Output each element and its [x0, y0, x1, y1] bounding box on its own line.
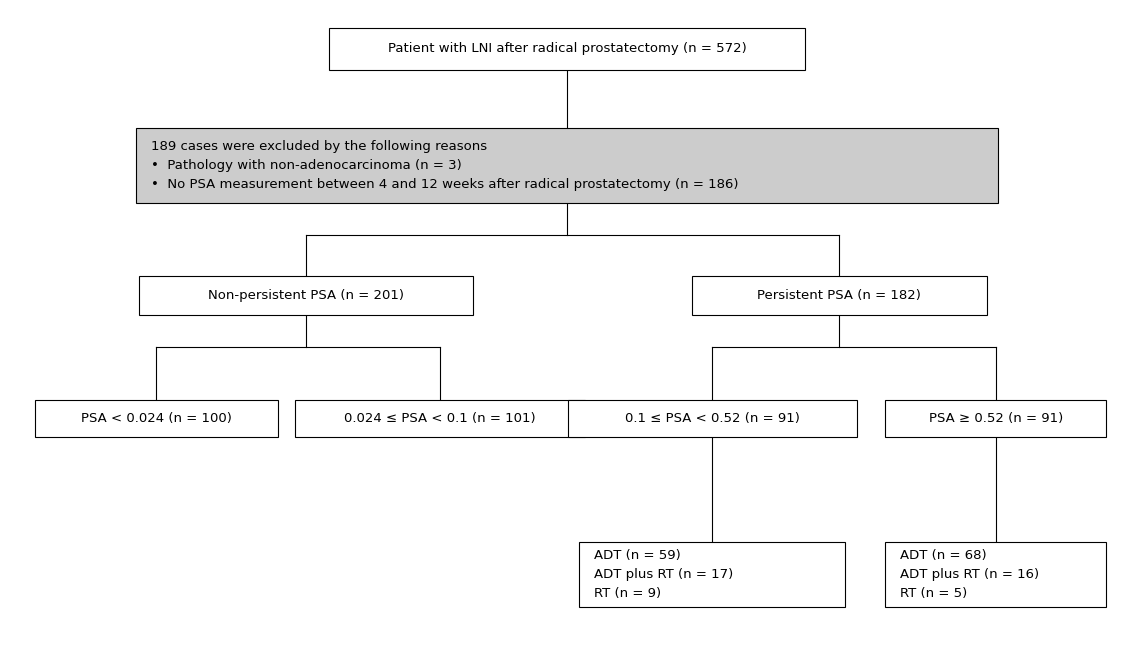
Text: 0.1 ≤ PSA < 0.52 (n = 91): 0.1 ≤ PSA < 0.52 (n = 91) — [625, 412, 799, 425]
FancyBboxPatch shape — [578, 542, 845, 607]
Text: PSA < 0.024 (n = 100): PSA < 0.024 (n = 100) — [81, 412, 232, 425]
FancyBboxPatch shape — [295, 400, 585, 437]
FancyBboxPatch shape — [35, 400, 278, 437]
FancyBboxPatch shape — [139, 276, 474, 315]
Text: ADT (n = 59)
ADT plus RT (n = 17)
RT (n = 9): ADT (n = 59) ADT plus RT (n = 17) RT (n … — [594, 549, 733, 600]
Text: ADT (n = 68)
ADT plus RT (n = 16)
RT (n = 5): ADT (n = 68) ADT plus RT (n = 16) RT (n … — [899, 549, 1039, 600]
FancyBboxPatch shape — [885, 542, 1107, 607]
FancyBboxPatch shape — [136, 129, 998, 202]
Text: 0.024 ≤ PSA < 0.1 (n = 101): 0.024 ≤ PSA < 0.1 (n = 101) — [345, 412, 535, 425]
FancyBboxPatch shape — [567, 400, 857, 437]
FancyBboxPatch shape — [329, 27, 805, 69]
Text: Non-persistent PSA (n = 201): Non-persistent PSA (n = 201) — [209, 289, 404, 302]
FancyBboxPatch shape — [885, 400, 1107, 437]
Text: Patient with LNI after radical prostatectomy (n = 572): Patient with LNI after radical prostatec… — [388, 42, 746, 55]
Text: 189 cases were excluded by the following reasons
•  Pathology with non-adenocarc: 189 cases were excluded by the following… — [151, 140, 738, 191]
FancyBboxPatch shape — [692, 276, 987, 315]
Text: PSA ≥ 0.52 (n = 91): PSA ≥ 0.52 (n = 91) — [929, 412, 1063, 425]
Text: Persistent PSA (n = 182): Persistent PSA (n = 182) — [758, 289, 921, 302]
